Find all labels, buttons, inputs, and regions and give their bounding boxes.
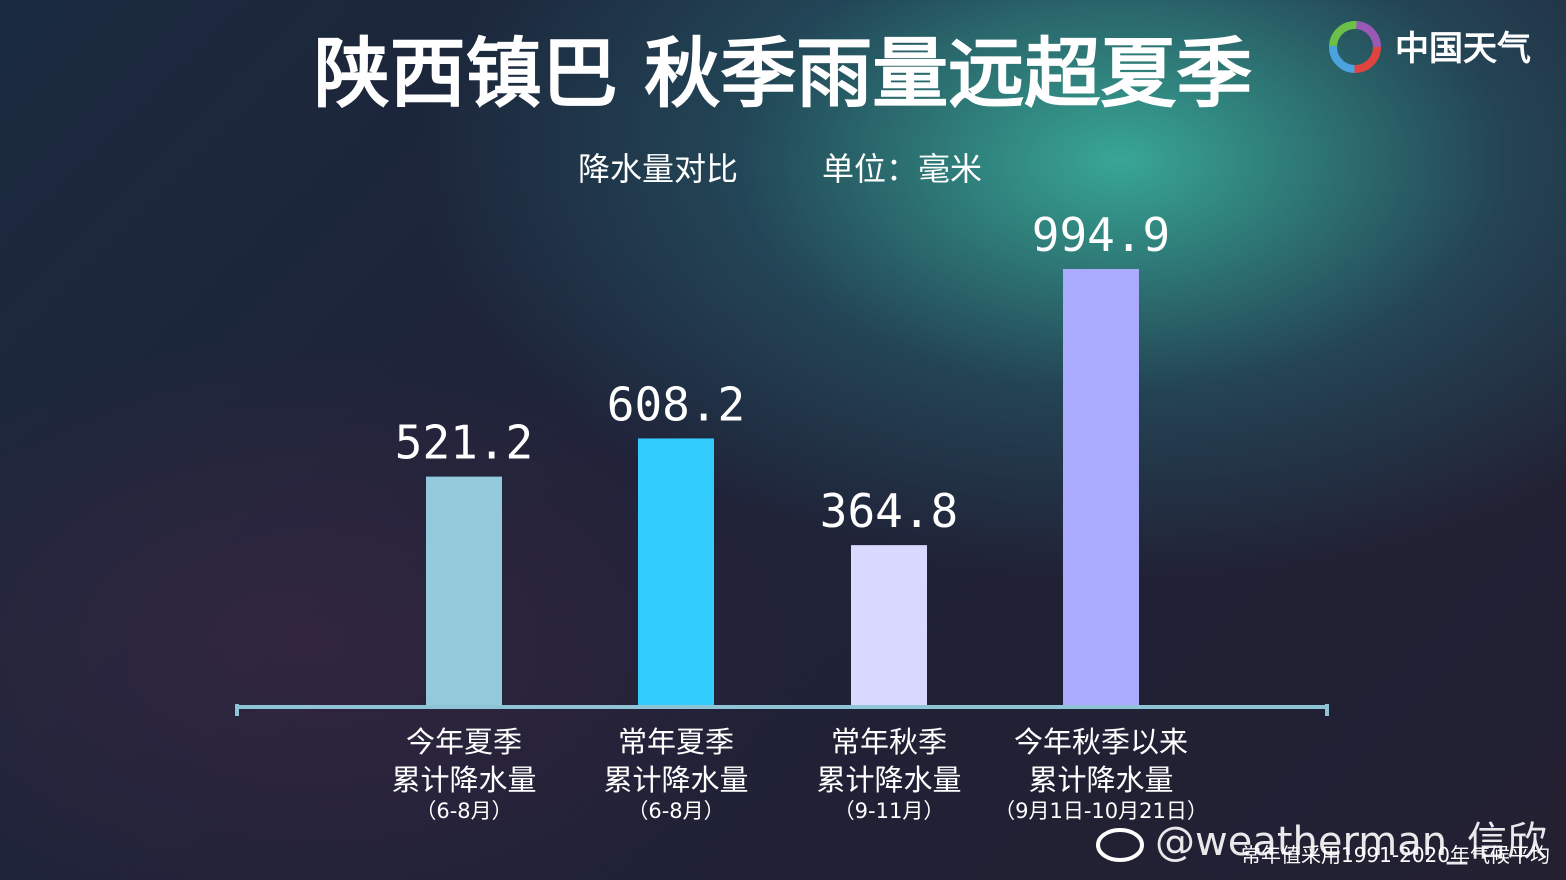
x-axis	[235, 704, 1329, 716]
x-tick-label: （6-8月）	[415, 799, 512, 823]
footnote: 常年值采用1991-2020年气候平均	[1241, 843, 1550, 867]
watermark: @weatherman_信欣	[1155, 819, 1547, 865]
x-tick-label: 常年夏季	[618, 725, 734, 759]
x-tick-label: 累计降水量	[816, 763, 961, 797]
logo-text: 中国天气	[1395, 29, 1531, 69]
x-tick-label: 累计降水量	[1028, 763, 1173, 797]
x-tick-label: 累计降水量	[603, 763, 748, 797]
x-tick-label: （9-11月）	[834, 799, 945, 823]
x-tick-label: 常年秋季	[831, 725, 947, 759]
chart-subtitle: 降水量对比	[578, 150, 738, 188]
value-label: 608.2	[607, 377, 745, 431]
value-label: 994.9	[1032, 208, 1170, 262]
bar	[851, 545, 927, 705]
chart-title: 陕西镇巴 秋季雨量远超夏季	[314, 29, 1252, 118]
x-tick-label: 今年秋季以来	[1014, 725, 1188, 759]
value-label: 521.2	[395, 416, 533, 470]
unit-label: 单位：毫米	[822, 150, 982, 188]
x-tick-label: （9月1日-10月21日）	[994, 799, 1208, 823]
bar	[426, 476, 502, 705]
x-tick-label: 累计降水量	[391, 763, 536, 797]
weibo-icon	[1096, 828, 1144, 862]
x-tick-label: （6-8月）	[627, 799, 724, 823]
logo-icon	[1329, 21, 1381, 73]
value-label: 364.8	[820, 484, 958, 538]
x-tick-label: 今年夏季	[406, 725, 522, 759]
bar	[638, 438, 714, 705]
bar	[1063, 269, 1139, 705]
